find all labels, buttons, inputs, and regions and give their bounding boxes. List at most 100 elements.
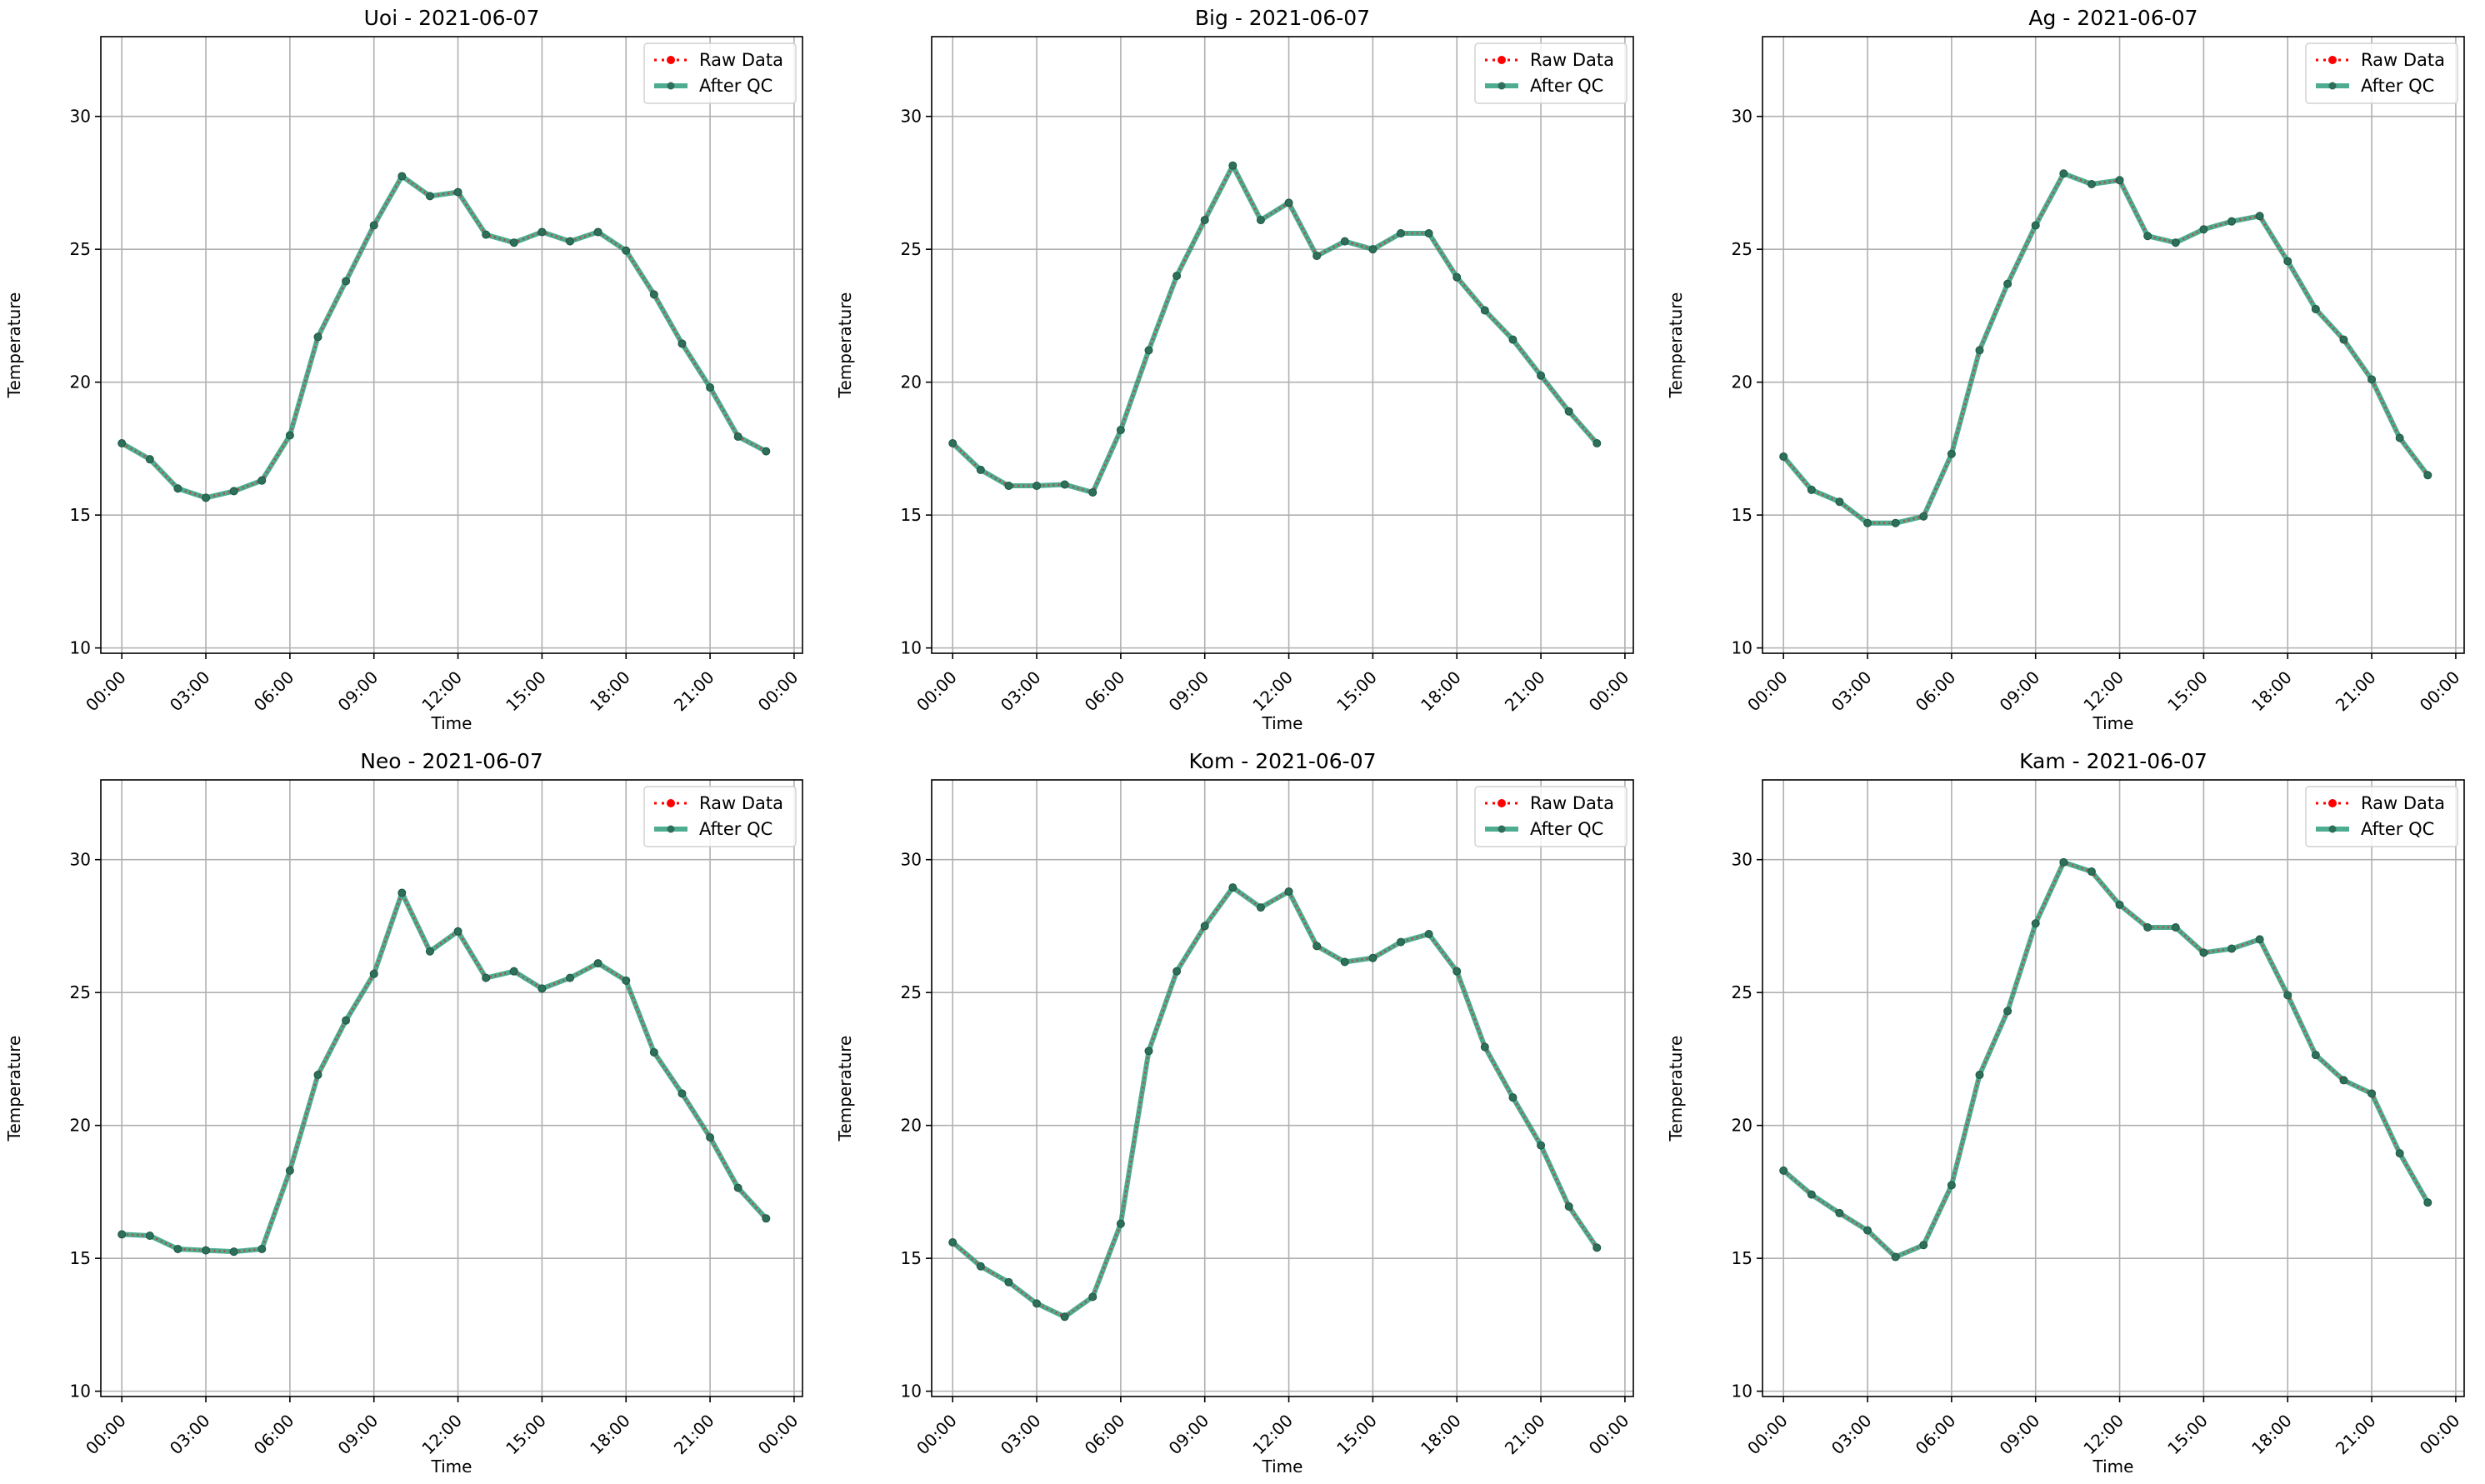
- series-line-after-qc: [1781, 171, 2430, 526]
- series-line-after-qc: [120, 173, 768, 501]
- data-point: [1228, 161, 1238, 170]
- x-tick-label: 00:00: [82, 667, 130, 716]
- data-point: [482, 230, 491, 239]
- data-point: [1807, 485, 1816, 494]
- y-tick-label: 10: [70, 638, 91, 658]
- y-tick-label: 15: [901, 1248, 922, 1268]
- x-tick-label: 12:00: [2079, 1411, 2128, 1459]
- data-point: [425, 947, 434, 956]
- y-tick-label: 10: [901, 1382, 922, 1402]
- data-point: [2283, 991, 2292, 1000]
- legend-label-after-qc: After QC: [1530, 819, 1603, 839]
- x-tick-label: 15:00: [502, 1411, 550, 1459]
- x-tick-label: 06:00: [250, 667, 298, 716]
- y-tick-label: 30: [901, 850, 922, 870]
- y-tick-label: 30: [1732, 107, 1752, 127]
- subplot: 00:00 03:00 06:00 09:00 12:00 15:00 18:00 21:00…: [1666, 749, 2465, 1477]
- data-point: [2255, 935, 2264, 944]
- legend: Raw Data After QC: [1474, 42, 1628, 104]
- data-point: [762, 1214, 771, 1223]
- data-point: [482, 973, 491, 982]
- data-point: [229, 487, 238, 496]
- data-point: [2003, 1007, 2012, 1016]
- data-point: [1592, 1243, 1602, 1252]
- y-axis-label: Temperature: [1666, 292, 1686, 399]
- legend-label-raw-data: Raw Data: [699, 50, 783, 70]
- x-tick-label: 06:00: [1081, 667, 1129, 716]
- data-point: [2031, 221, 2040, 230]
- axes-frame: [1762, 36, 2465, 654]
- x-axis-label: Time: [431, 1457, 472, 1477]
- x-tick-label: 03:00: [166, 1411, 214, 1459]
- data-point: [342, 1016, 351, 1025]
- legend-marker-after-qc: [667, 82, 675, 90]
- data-point: [538, 227, 547, 237]
- x-tick-label: 09:00: [334, 1411, 382, 1459]
- data-point: [1452, 272, 1462, 282]
- data-point: [976, 1262, 985, 1271]
- data-point: [1508, 1093, 1518, 1102]
- data-point: [313, 1071, 322, 1080]
- data-point: [1835, 1208, 1844, 1217]
- x-tick-label: 03:00: [1828, 1411, 1876, 1459]
- data-point: [706, 1133, 715, 1142]
- data-point: [1480, 306, 1489, 315]
- data-point: [1256, 903, 1265, 912]
- data-point: [1508, 335, 1518, 344]
- x-tick-label: 18:00: [2248, 1411, 2296, 1459]
- x-tick-label: 18:00: [586, 1411, 634, 1459]
- legend-marker-raw-data: [2328, 799, 2337, 807]
- data-point: [1340, 237, 1349, 246]
- legend-marker-after-qc: [667, 825, 675, 833]
- data-point: [1947, 1181, 1956, 1190]
- x-tick-label: 03:00: [166, 667, 214, 716]
- data-point: [2115, 900, 2124, 909]
- data-point: [1060, 1312, 1069, 1322]
- x-tick-label: 21:00: [1501, 667, 1549, 716]
- x-axis-label: Time: [431, 713, 472, 733]
- series-line-raw-data: [122, 890, 768, 1253]
- x-tick-label: 03:00: [1828, 667, 1876, 716]
- data-point: [1004, 482, 1013, 491]
- legend-marker-raw-data: [1498, 56, 1506, 64]
- data-point: [1004, 1277, 1013, 1287]
- subplot: 00:00 03:00 06:00 09:00 12:00 15:00 18:00 21:00…: [835, 749, 1634, 1477]
- y-tick-label: 20: [70, 1116, 91, 1136]
- y-tick-label: 15: [901, 505, 922, 525]
- series-line-raw-data: [952, 886, 1598, 1318]
- x-tick-label: 09:00: [1165, 1411, 1213, 1459]
- data-point: [1863, 518, 1872, 527]
- data-point: [145, 1232, 154, 1241]
- x-tick-label: 21:00: [2332, 1411, 2380, 1459]
- x-tick-label: 15:00: [1332, 1411, 1381, 1459]
- y-tick-label: 25: [70, 239, 91, 259]
- data-point: [2171, 238, 2180, 247]
- data-point: [118, 439, 127, 448]
- data-point: [1368, 245, 1378, 254]
- x-tick-label: 00:00: [912, 667, 961, 716]
- data-point: [453, 187, 462, 197]
- data-point: [1032, 1299, 1042, 1308]
- data-point: [1863, 1226, 1872, 1235]
- data-point: [2339, 1076, 2348, 1085]
- legend-label-after-qc: After QC: [699, 76, 772, 96]
- x-tick-label: 21:00: [670, 667, 718, 716]
- y-tick-label: 20: [1732, 372, 1752, 392]
- data-point: [2059, 857, 2068, 867]
- axes-frame: [931, 779, 1634, 1397]
- data-point: [2171, 923, 2180, 932]
- subplot: 00:00 03:00 06:00 09:00 12:00 15:00 18:00 21:00…: [835, 6, 1634, 733]
- data-point: [2339, 335, 2348, 344]
- data-point: [173, 484, 182, 493]
- data-point: [948, 439, 958, 448]
- data-point: [1424, 930, 1433, 938]
- x-tick-label: 00:00: [82, 1411, 130, 1459]
- x-tick-label: 09:00: [1996, 667, 2044, 716]
- data-point: [566, 973, 575, 982]
- data-point: [976, 465, 985, 474]
- data-point: [2311, 1051, 2320, 1060]
- data-point: [1397, 229, 1406, 238]
- data-point: [1452, 967, 1462, 976]
- data-point: [1032, 482, 1042, 491]
- data-point: [1779, 1166, 1788, 1175]
